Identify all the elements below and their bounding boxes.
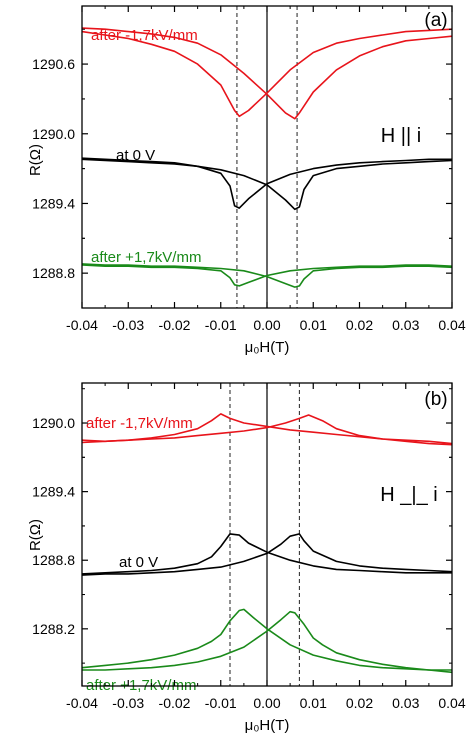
x-tick-label: 0.02 — [346, 695, 373, 711]
x-axis-label: μ₀H(T) — [245, 339, 290, 356]
x-tick-label: -0.03 — [112, 695, 144, 711]
series-line-3-branch-up — [81, 264, 453, 287]
series-line-2-branch-down — [81, 533, 453, 576]
x-tick-label: 0.01 — [300, 317, 327, 333]
series-label: after -1,7kV/mm — [91, 27, 198, 44]
x-tick-label: -0.01 — [205, 695, 237, 711]
series-label: at 0 V — [116, 147, 155, 164]
panel-label: (b) — [424, 389, 447, 410]
x-tick-label: 0.04 — [438, 695, 465, 711]
x-tick-label: 0.04 — [438, 317, 465, 333]
y-tick-label: 1289.4 — [32, 195, 75, 211]
x-tick-label: 0.02 — [346, 317, 373, 333]
x-tick-label: -0.01 — [205, 317, 237, 333]
field-orientation-label: H _|_ i — [380, 484, 437, 506]
x-tick-label: 0.00 — [253, 695, 280, 711]
y-tick-label: 1288.8 — [32, 552, 75, 568]
y-tick-label: 1289.4 — [32, 484, 75, 500]
y-tick-label: 1290.0 — [32, 126, 75, 142]
series-line-1-branch-down — [81, 27, 453, 120]
x-tick-label: 0.03 — [392, 317, 419, 333]
series-line-2-branch-down — [81, 157, 453, 211]
series-label: after -1,7kV/mm — [86, 415, 193, 432]
series-line-1-branch-down — [81, 414, 453, 446]
y-tick-label: 1290.0 — [32, 415, 75, 431]
x-axis-label: μ₀H(T) — [245, 717, 290, 734]
x-tick-label: -0.02 — [159, 317, 191, 333]
y-tick-label: 1290.6 — [32, 56, 75, 72]
x-tick-label: 0.00 — [253, 317, 280, 333]
series-line-2-branch-up — [81, 533, 452, 575]
y-tick-label: 1288.8 — [32, 265, 75, 281]
series-line-1-branch-up — [81, 28, 453, 118]
chart-panel-1: after -1,7kV/mm at 0 V after +1,7kV/mm -0.0… — [27, 5, 466, 356]
series-line-3-branch-down — [81, 263, 453, 288]
x-tick-label: -0.04 — [66, 317, 98, 333]
panel-label: (a) — [424, 10, 447, 31]
y-tick-label: 1288.2 — [32, 621, 75, 637]
field-orientation-label: H || i — [381, 125, 421, 147]
x-tick-label: -0.03 — [112, 317, 144, 333]
x-tick-label: -0.04 — [66, 695, 98, 711]
series-line-2-branch-up — [81, 158, 452, 209]
series-line-3-branch-up — [81, 608, 452, 671]
x-tick-label: 0.03 — [392, 695, 419, 711]
series-line-3-branch-down — [82, 610, 453, 674]
y-axis-label: R(Ω) — [27, 144, 44, 176]
x-tick-label: 0.01 — [300, 695, 327, 711]
series-label: at 0 V — [119, 554, 158, 571]
series-label: after +1,7kV/mm — [91, 249, 201, 266]
x-tick-label: -0.02 — [159, 695, 191, 711]
y-axis-label: R(Ω) — [27, 519, 44, 551]
